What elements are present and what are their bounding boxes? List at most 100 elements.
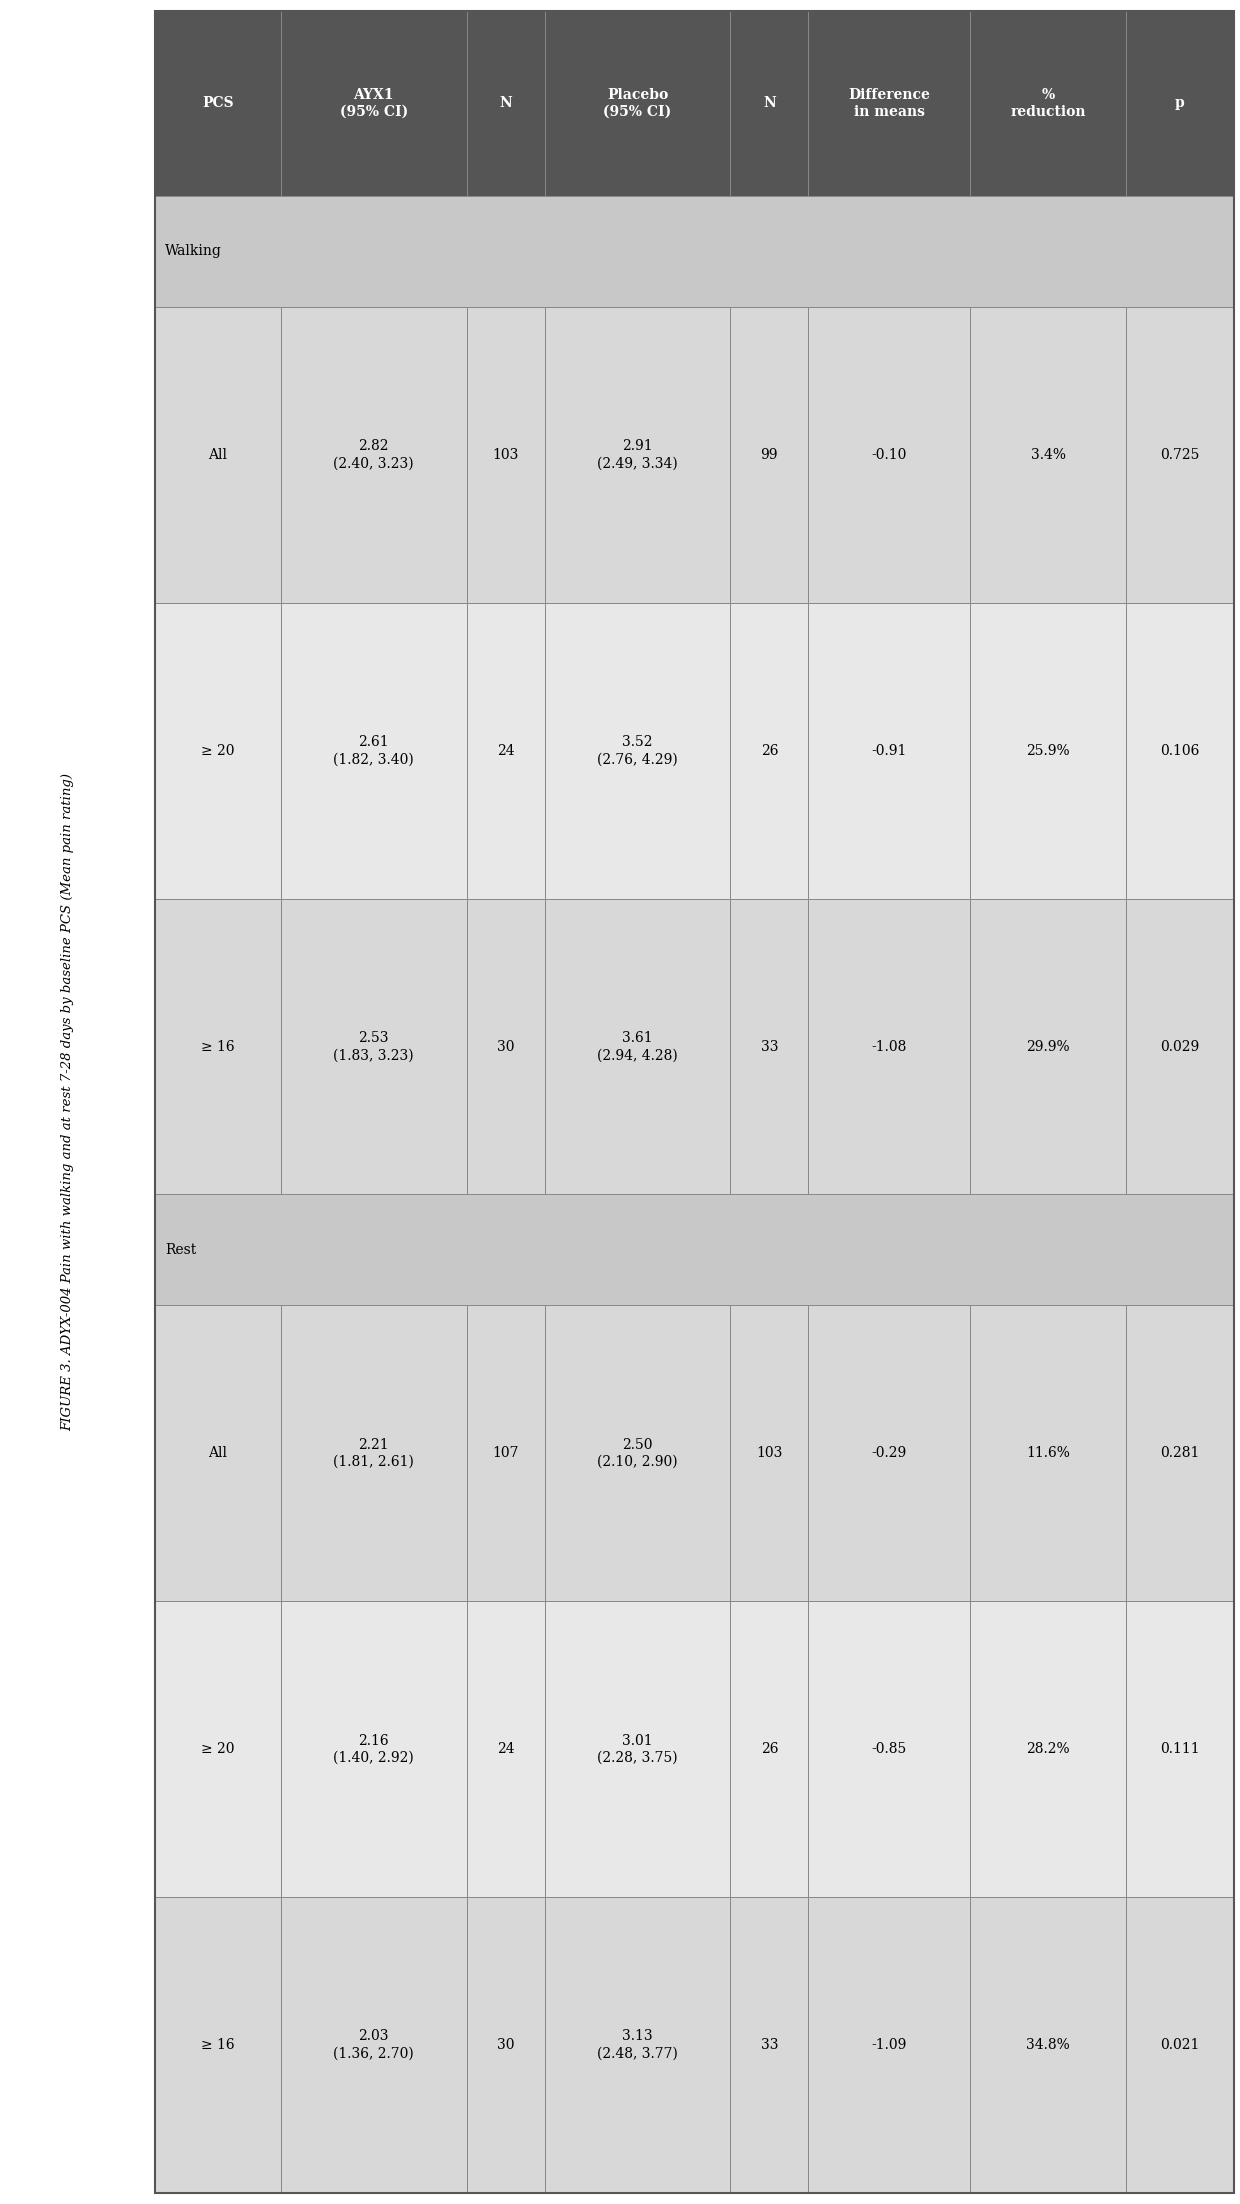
Bar [808, 306, 970, 602]
Bar [155, 1195, 1234, 1305]
Bar [1126, 11, 1234, 196]
Bar [808, 1898, 970, 2193]
Text: 33: 33 [760, 1040, 777, 1054]
Bar [808, 11, 970, 196]
Bar [280, 899, 466, 1195]
Text: 107: 107 [492, 1446, 518, 1461]
Bar [155, 899, 280, 1195]
Bar [730, 306, 808, 602]
Bar [544, 1898, 730, 2193]
Bar [730, 1602, 808, 1898]
Bar [155, 11, 280, 196]
Text: All: All [208, 447, 227, 463]
Text: 2.53
(1.83, 3.23): 2.53 (1.83, 3.23) [334, 1031, 414, 1062]
Bar [155, 196, 1234, 306]
Bar [280, 1898, 466, 2193]
Bar [808, 1305, 970, 1602]
Text: N: N [763, 97, 776, 110]
Text: 26: 26 [760, 743, 777, 758]
Text: ≥ 16: ≥ 16 [201, 2039, 234, 2052]
Bar [970, 1305, 1126, 1602]
Bar [970, 11, 1126, 196]
Text: FIGURE 3. ADYX-004 Pain with walking and at rest 7-28 days by baseline PCS (Mean: FIGURE 3. ADYX-004 Pain with walking and… [62, 774, 74, 1430]
Bar [730, 1898, 808, 2193]
Text: p: p [1176, 97, 1184, 110]
Text: -1.08: -1.08 [872, 1040, 906, 1054]
Text: 2.16
(1.40, 2.92): 2.16 (1.40, 2.92) [334, 1735, 414, 1765]
Bar [1126, 306, 1234, 602]
Bar [970, 1602, 1126, 1898]
Text: 28.2%: 28.2% [1027, 1741, 1070, 1757]
Bar [970, 899, 1126, 1195]
Bar [466, 602, 544, 899]
Bar [155, 11, 1234, 2193]
Text: 3.13
(2.48, 3.77): 3.13 (2.48, 3.77) [596, 2030, 678, 2061]
Bar [808, 602, 970, 899]
Text: 0.021: 0.021 [1161, 2039, 1199, 2052]
Bar [155, 602, 280, 899]
Text: ≥ 16: ≥ 16 [201, 1040, 234, 1054]
Bar [544, 1602, 730, 1898]
Bar [280, 1305, 466, 1602]
Text: 3.01
(2.28, 3.75): 3.01 (2.28, 3.75) [598, 1735, 678, 1765]
Text: -1.09: -1.09 [872, 2039, 906, 2052]
Text: Difference
in means: Difference in means [848, 88, 930, 119]
Text: 2.50
(2.10, 2.90): 2.50 (2.10, 2.90) [598, 1437, 678, 1470]
Bar [466, 1602, 544, 1898]
Bar [1126, 1305, 1234, 1602]
Text: 2.21
(1.81, 2.61): 2.21 (1.81, 2.61) [334, 1437, 414, 1470]
Bar [466, 11, 544, 196]
Bar [1126, 899, 1234, 1195]
Text: 11.6%: 11.6% [1025, 1446, 1070, 1461]
Bar [155, 1602, 280, 1898]
Text: ≥ 20: ≥ 20 [201, 743, 234, 758]
Bar [544, 1305, 730, 1602]
Bar [730, 899, 808, 1195]
Text: 30: 30 [497, 2039, 515, 2052]
Bar [1126, 602, 1234, 899]
Bar [730, 602, 808, 899]
Bar [808, 1602, 970, 1898]
Bar [466, 1305, 544, 1602]
Bar [730, 1305, 808, 1602]
Text: 2.61
(1.82, 3.40): 2.61 (1.82, 3.40) [334, 734, 414, 767]
Bar [970, 1898, 1126, 2193]
Text: 33: 33 [760, 2039, 777, 2052]
Text: Walking: Walking [165, 245, 222, 258]
Bar [155, 1305, 280, 1602]
Text: 30: 30 [497, 1040, 515, 1054]
Text: AYX1
(95% CI): AYX1 (95% CI) [340, 88, 408, 119]
Bar [280, 11, 466, 196]
Bar [280, 1602, 466, 1898]
Text: -0.85: -0.85 [872, 1741, 906, 1757]
Bar [1126, 1898, 1234, 2193]
Bar [544, 602, 730, 899]
Bar [280, 306, 466, 602]
Text: 3.61
(2.94, 4.28): 3.61 (2.94, 4.28) [598, 1031, 678, 1062]
Text: 24: 24 [497, 743, 515, 758]
Text: 2.91
(2.49, 3.34): 2.91 (2.49, 3.34) [598, 439, 678, 469]
Bar [155, 1898, 280, 2193]
Text: 3.52
(2.76, 4.29): 3.52 (2.76, 4.29) [598, 734, 678, 767]
Text: -0.29: -0.29 [872, 1446, 906, 1461]
Text: %
reduction: % reduction [1011, 88, 1086, 119]
Text: All: All [208, 1446, 227, 1461]
Text: -0.91: -0.91 [872, 743, 906, 758]
Text: 26: 26 [760, 1741, 777, 1757]
Bar [970, 306, 1126, 602]
Text: 0.106: 0.106 [1161, 743, 1199, 758]
Bar [730, 11, 808, 196]
Text: 0.029: 0.029 [1161, 1040, 1199, 1054]
Bar [466, 306, 544, 602]
Bar [1126, 1602, 1234, 1898]
Text: -0.10: -0.10 [872, 447, 906, 463]
Bar [155, 306, 280, 602]
Text: 24: 24 [497, 1741, 515, 1757]
Bar [808, 899, 970, 1195]
Text: 103: 103 [492, 447, 518, 463]
Text: Placebo
(95% CI): Placebo (95% CI) [604, 88, 672, 119]
Text: PCS: PCS [202, 97, 234, 110]
Text: N: N [500, 97, 512, 110]
Text: 2.03
(1.36, 2.70): 2.03 (1.36, 2.70) [334, 2030, 414, 2061]
Bar [544, 899, 730, 1195]
